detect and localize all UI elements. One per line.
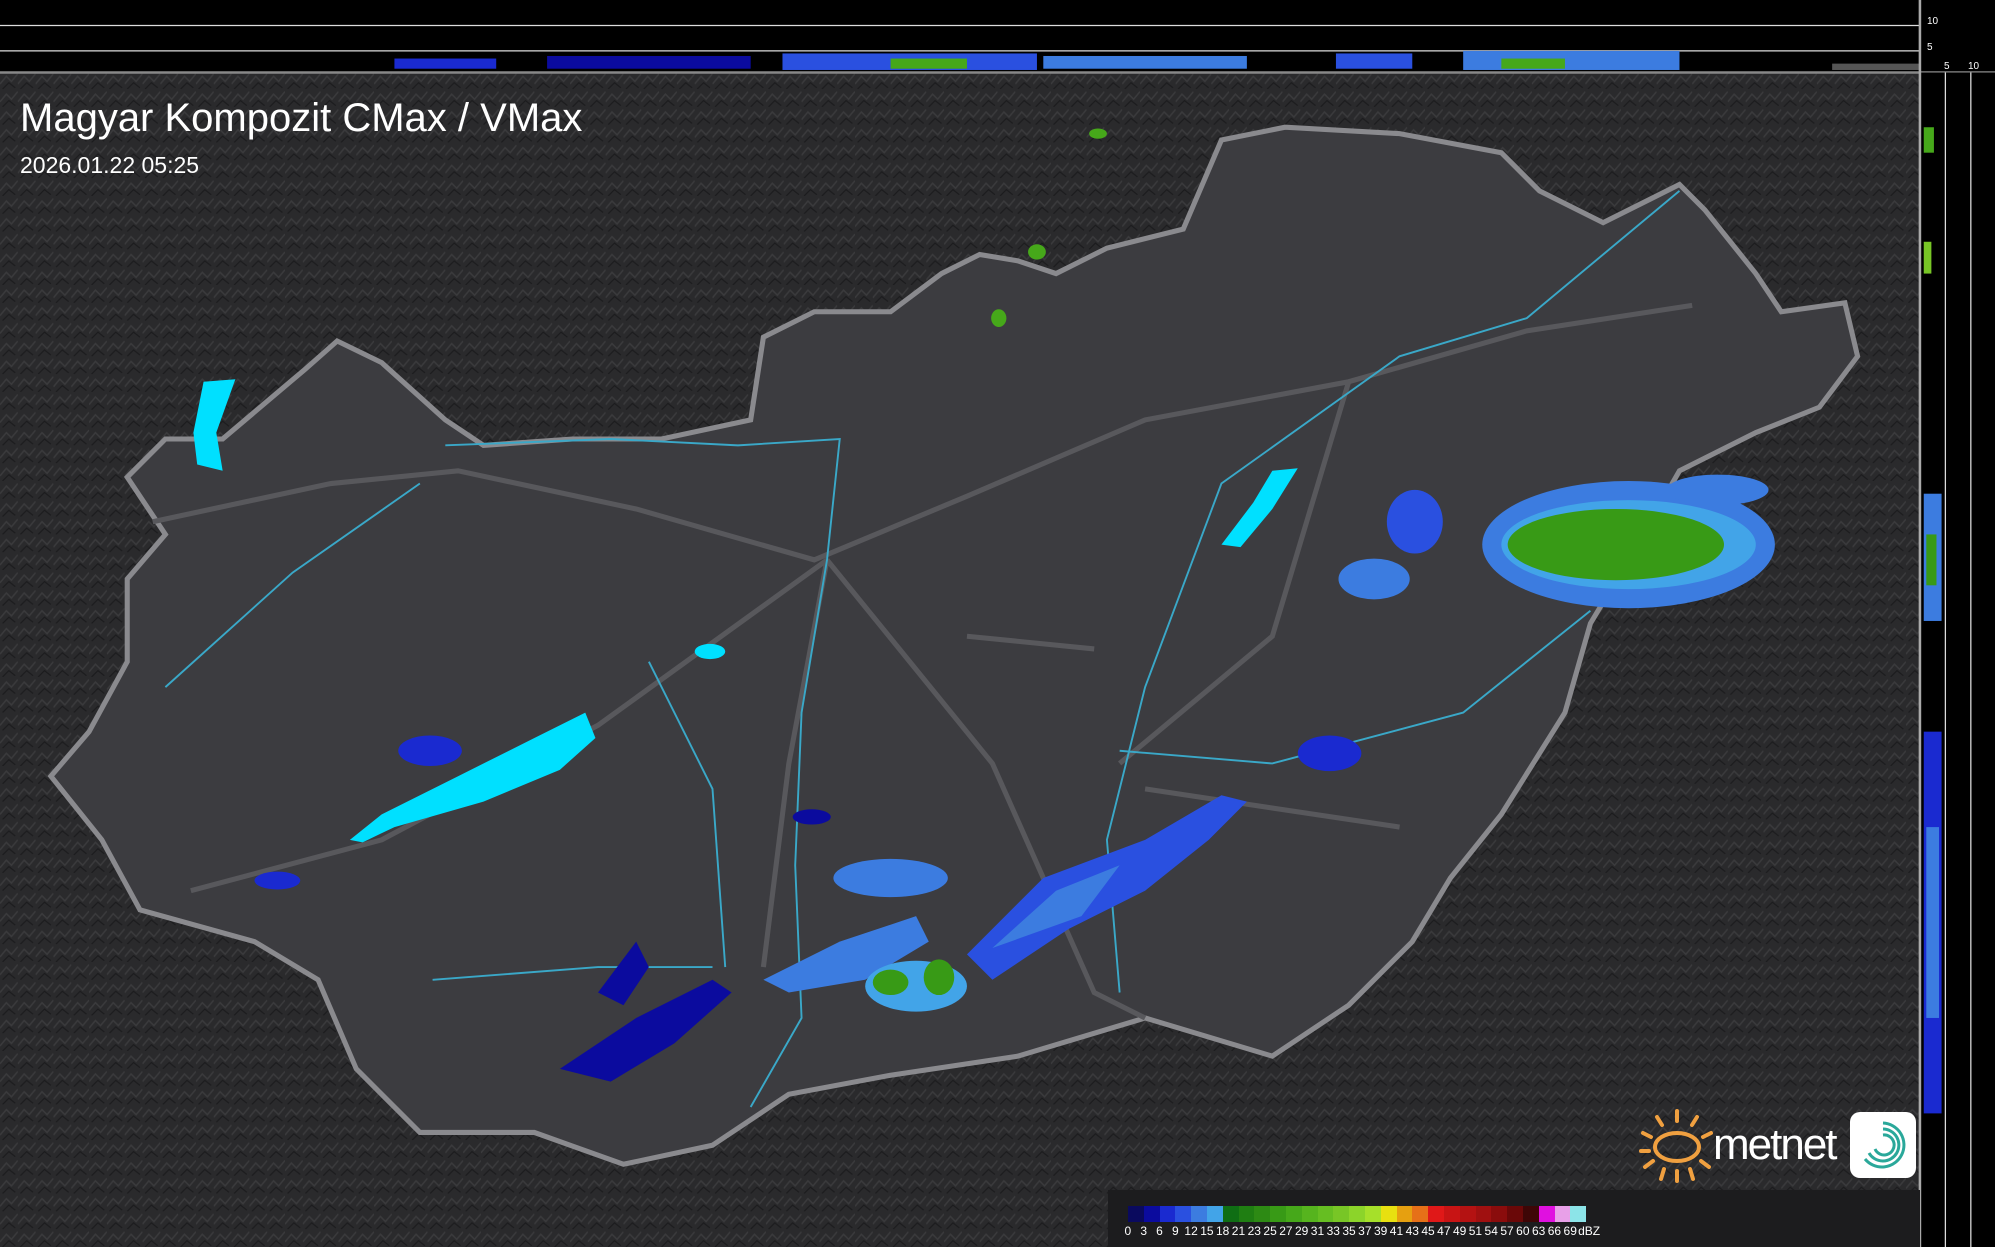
- top-axis-tick: 10: [1927, 16, 1939, 27]
- legend-swatch: [1428, 1206, 1444, 1222]
- legend-swatch: [1191, 1206, 1207, 1222]
- legend-tick: 21: [1231, 1224, 1246, 1238]
- legend-swatch: [1254, 1206, 1271, 1222]
- legend-tick: 23: [1247, 1224, 1261, 1238]
- legend-tick: 33: [1326, 1224, 1340, 1238]
- legend-swatch: [1349, 1206, 1365, 1222]
- legend-tick: 37: [1358, 1224, 1372, 1238]
- legend-swatch: [1459, 1206, 1476, 1222]
- legend-swatch: [1238, 1206, 1255, 1222]
- legend-ticks: 0 3 6 9 12 15 18 21 23 25 27 29 31 33 35 37 39 41 43 45 47 49…: [1120, 1224, 1601, 1238]
- legend-swatch: [1380, 1206, 1397, 1222]
- legend-tick: 31: [1310, 1224, 1325, 1238]
- legend-tick: 6: [1156, 1224, 1163, 1238]
- right-axis-tick: 10: [1968, 61, 1980, 72]
- legend-swatch: [1443, 1206, 1460, 1222]
- logo-text: metnet: [1713, 1120, 1838, 1169]
- legend-tick: 3: [1140, 1224, 1148, 1238]
- legend-swatch: [1222, 1206, 1239, 1222]
- hungary-country-shape: [47, 124, 1861, 1167]
- legend-swatch: [1301, 1206, 1318, 1222]
- legend-tick: 12: [1184, 1224, 1198, 1238]
- legend-tick: 51: [1468, 1224, 1483, 1238]
- legend-swatch: [1143, 1206, 1160, 1222]
- legend-swatches: [1128, 1206, 1587, 1222]
- sun-icon: [1639, 1109, 1713, 1183]
- legend-swatch: [1475, 1206, 1492, 1222]
- legend-tick: 27: [1279, 1224, 1293, 1238]
- legend-swatch: [1333, 1206, 1350, 1222]
- legend-swatch: [1570, 1206, 1587, 1222]
- lakes: [193, 379, 1298, 843]
- legend-tick: 9: [1171, 1224, 1179, 1238]
- legend-swatch: [1206, 1206, 1223, 1222]
- map-title: Magyar Kompozit CMax / VMax: [20, 96, 583, 140]
- legend-tick: 18: [1216, 1224, 1230, 1238]
- legend-tick: 60: [1516, 1224, 1530, 1238]
- legend-tick: 66: [1547, 1224, 1562, 1238]
- legend-swatch: [1396, 1206, 1413, 1222]
- legend-tick: 39: [1373, 1224, 1388, 1238]
- right-axis-tick: 5: [1944, 61, 1950, 72]
- metnet-logo: metnet: [1637, 1105, 1916, 1185]
- legend-tick: 43: [1405, 1224, 1419, 1238]
- legend-tick: 25: [1263, 1224, 1277, 1238]
- legend-swatch: [1364, 1206, 1381, 1222]
- legend-swatch: [1175, 1206, 1192, 1222]
- legend-swatch: [1317, 1206, 1334, 1222]
- legend-swatch: [1412, 1206, 1429, 1222]
- legend-tick: 15: [1200, 1224, 1214, 1238]
- legend-tick: 47: [1437, 1224, 1451, 1238]
- legend-unit: dBZ: [1578, 1224, 1601, 1238]
- legend-tick: 49: [1452, 1224, 1467, 1238]
- legend-tick: 35: [1342, 1224, 1356, 1238]
- legend-tick: 54: [1484, 1224, 1498, 1238]
- legend-tick: 63: [1531, 1224, 1546, 1238]
- right-profile-echoes: [1923, 127, 1942, 1114]
- dbz-legend: 0 3 6 9 12 15 18 21 23 25 27 29 31 33 35 37 39 41 43 45 47 49…: [1108, 1190, 1920, 1247]
- legend-swatch: [1128, 1206, 1144, 1222]
- legend-tick: 45: [1421, 1224, 1435, 1238]
- top-axis-tick: 5: [1927, 42, 1933, 53]
- legend-tick: 29: [1294, 1224, 1309, 1238]
- legend-swatch: [1159, 1206, 1176, 1222]
- app-icon: [1849, 1112, 1916, 1178]
- legend-swatch: [1507, 1206, 1523, 1222]
- legend-tick: 69: [1563, 1224, 1577, 1238]
- legend-swatch: [1270, 1206, 1286, 1222]
- swirl-icon: [1863, 1121, 1905, 1169]
- legend-swatch: [1554, 1206, 1571, 1222]
- legend-swatch: [1285, 1206, 1302, 1222]
- legend-swatch: [1538, 1206, 1555, 1222]
- radar-echoes: [254, 128, 1775, 1082]
- legend-swatch: [1522, 1206, 1539, 1222]
- legend-tick: 0: [1124, 1224, 1132, 1238]
- legend-tick: 57: [1500, 1224, 1514, 1238]
- legend-tick: 41: [1389, 1224, 1404, 1238]
- map-timestamp: 2026.01.22 05:25: [20, 152, 200, 178]
- legend-swatch: [1491, 1206, 1508, 1222]
- top-profile-echoes: [394, 50, 1920, 70]
